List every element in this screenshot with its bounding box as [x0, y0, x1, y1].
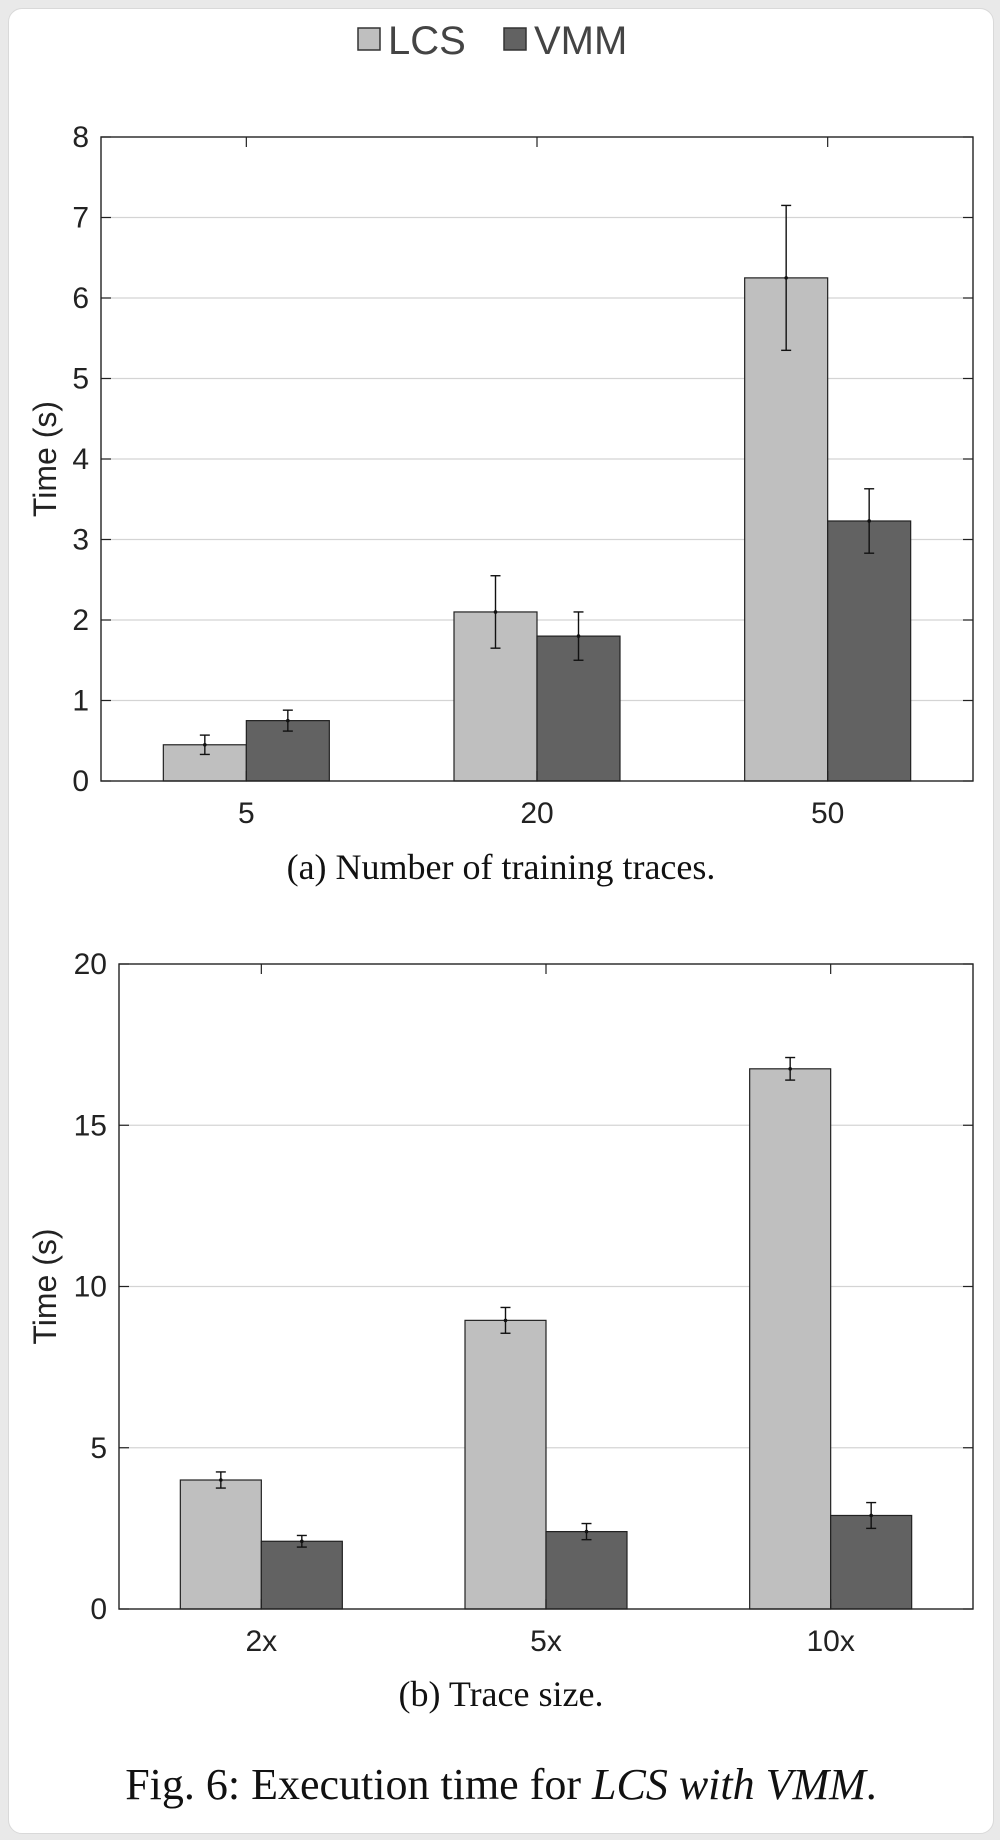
- error-center: [784, 276, 788, 280]
- legend-label-lcs: LCS: [388, 19, 466, 63]
- subcaption-b: (b) Trace size.: [399, 1674, 604, 1714]
- error-center: [584, 1529, 589, 1534]
- bar-lcs-2x: [179, 1479, 262, 1610]
- x-tick-label-5: 5: [238, 797, 255, 830]
- legend-label-vmm: VMM: [534, 19, 627, 63]
- y-tick-label: 1: [72, 685, 89, 718]
- plot-area-border: [118, 963, 974, 1610]
- caption-emphasis: LCS with VMM: [591, 1760, 868, 1809]
- y-axis-title: Time (s): [27, 401, 63, 517]
- error-center: [219, 1478, 223, 1482]
- y-tick-label: 15: [74, 1109, 107, 1142]
- bar-vmm-10x: [830, 1514, 913, 1610]
- y-tick-label: 20: [74, 948, 107, 981]
- x-tick-label-5x: 5x: [530, 1625, 562, 1658]
- error-center: [286, 718, 290, 723]
- caption-prefix: Fig. 6: Execution time for: [125, 1760, 592, 1809]
- bar-lcs-50: [744, 277, 829, 782]
- error-center: [503, 1318, 508, 1323]
- subcaption-a: (a) Number of training traces.: [287, 847, 716, 887]
- error-center: [203, 742, 207, 747]
- error-center: [300, 1539, 304, 1544]
- y-tick-label: 7: [72, 202, 89, 235]
- error-center: [576, 634, 581, 638]
- bar-lcs-5x: [464, 1319, 547, 1610]
- x-tick-label-50: 50: [811, 797, 844, 830]
- legend: LCS VMM: [357, 19, 627, 63]
- y-tick-label: 5: [90, 1432, 107, 1465]
- bar-lcs-10x: [749, 1068, 832, 1610]
- y-tick-label: 5: [72, 363, 89, 396]
- y-tick-label: 6: [72, 282, 89, 315]
- caption-suffix: .: [866, 1760, 877, 1809]
- y-axis-title: Time (s): [27, 1228, 63, 1344]
- y-tick-label: 2: [72, 604, 89, 637]
- y-tick-label: 0: [72, 765, 89, 798]
- bar-vmm-5x: [545, 1530, 628, 1610]
- legend-swatch-lcs: [357, 27, 381, 51]
- chart-training-traces: 0 1 2 3 4 5 6 7 8 5 20 50 Time (s): [27, 121, 974, 830]
- error-center: [867, 519, 871, 523]
- error-center: [788, 1067, 792, 1071]
- error-center: [869, 1513, 873, 1518]
- y-tick-label: 10: [74, 1271, 107, 1304]
- plot-area-border: [100, 136, 974, 782]
- legend-swatch-vmm: [503, 27, 527, 51]
- x-tick-label-10x: 10x: [806, 1625, 854, 1658]
- figure-caption: Fig. 6: Execution time for LCS with VMM.: [125, 1760, 877, 1809]
- y-tick-label: 0: [90, 1593, 107, 1626]
- error-center: [493, 610, 498, 614]
- y-tick-label: 3: [72, 524, 89, 557]
- y-tick-label: 4: [72, 443, 89, 476]
- y-tick-label: 8: [72, 121, 89, 154]
- figure-panel: LCS VMM 0 1 2 3 4 5 6 7 8 5 20 50 Time (s) (a) Numbe…: [8, 8, 994, 1834]
- x-tick-label-2x: 2x: [245, 1625, 277, 1658]
- chart-trace-size: 0 5 10 15 20 2x 5x 10x Time (s): [27, 948, 974, 1658]
- bar-vmm-50: [827, 520, 912, 782]
- x-tick-label-20: 20: [520, 797, 553, 830]
- bar-vmm-2x: [260, 1540, 343, 1610]
